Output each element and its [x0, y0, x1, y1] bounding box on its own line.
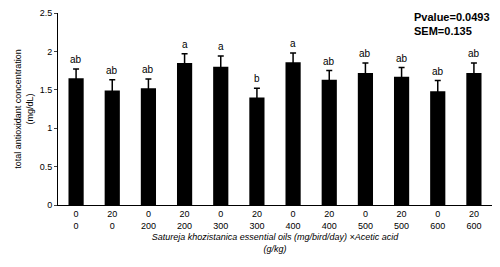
svg-text:2: 2 [47, 47, 52, 57]
svg-text:ab: ab [106, 65, 118, 76]
svg-text:ab: ab [323, 56, 335, 67]
svg-text:ab: ab [359, 48, 371, 59]
svg-text:b: b [254, 73, 260, 84]
svg-text:1.5: 1.5 [40, 85, 53, 95]
svg-text:20600: 20600 [466, 209, 481, 231]
svg-text:Pvalue=0.0493SEM=0.135: Pvalue=0.0493SEM=0.135 [414, 11, 490, 37]
svg-text:ab: ab [432, 66, 444, 77]
svg-text:a: a [290, 38, 296, 49]
svg-text:0500: 0500 [358, 209, 373, 231]
svg-text:0300: 0300 [213, 209, 228, 231]
svg-text:0.5: 0.5 [40, 162, 53, 172]
svg-text:Satureja khozistanica essentia: Satureja khozistanica essential oils (mg… [152, 232, 399, 254]
svg-text:0400: 0400 [286, 209, 301, 231]
svg-text:0200: 0200 [141, 209, 156, 231]
svg-text:2.5: 2.5 [40, 8, 53, 18]
svg-text:ab: ab [142, 64, 154, 75]
svg-text:a: a [182, 39, 188, 50]
svg-text:200: 200 [107, 209, 117, 231]
svg-text:ab: ab [70, 54, 82, 65]
svg-text:20400: 20400 [322, 209, 337, 231]
svg-text:20200: 20200 [177, 209, 192, 231]
svg-text:0600: 0600 [430, 209, 445, 231]
svg-text:ab: ab [468, 48, 480, 59]
svg-text:1: 1 [47, 123, 52, 133]
svg-text:20300: 20300 [249, 209, 264, 231]
svg-text:a: a [218, 41, 224, 52]
svg-text:00: 00 [74, 209, 79, 231]
svg-text:0: 0 [47, 200, 52, 210]
svg-text:total antioxidant concentratio: total antioxidant concentration(mg/dL) [13, 49, 35, 169]
svg-text:ab: ab [396, 53, 408, 64]
svg-text:20500: 20500 [394, 209, 409, 231]
